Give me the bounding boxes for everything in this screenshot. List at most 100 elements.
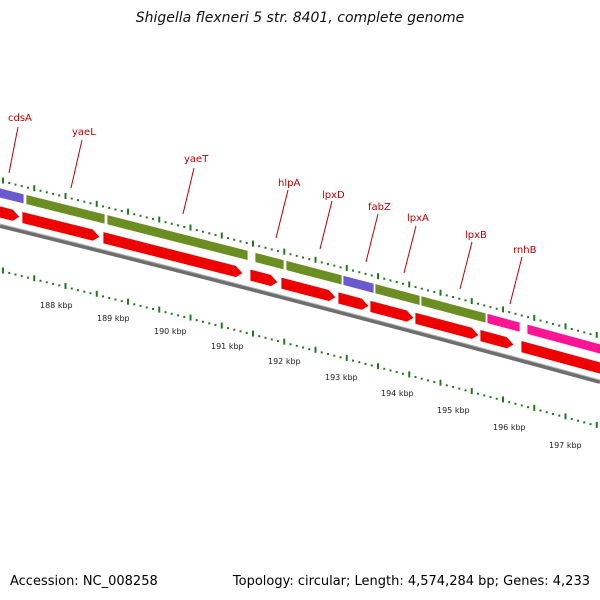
minor-tick — [358, 361, 361, 364]
minor-tick — [139, 304, 142, 307]
cog-feature — [285, 259, 343, 286]
minor-tick — [414, 376, 417, 379]
minor-tick — [114, 298, 117, 301]
minor-tick — [39, 189, 42, 192]
minor-tick — [327, 263, 329, 266]
major-tick — [189, 314, 192, 321]
gene-label: lpxA — [407, 213, 429, 224]
minor-tick — [133, 213, 136, 216]
accession-text: Accession: NC_008258 — [10, 574, 158, 589]
major-tick — [502, 396, 504, 403]
major-tick — [470, 298, 473, 305]
minor-tick — [77, 289, 79, 292]
minor-tick — [570, 418, 573, 421]
minor-tick — [27, 186, 29, 189]
minor-tick — [295, 344, 298, 347]
gene-label-group: cdsA yaeL yaeT hlpA lpxD fabZ lpxA lpxB … — [8, 113, 537, 305]
minor-tick — [433, 291, 436, 294]
cds-arrow — [337, 291, 370, 311]
minor-tick — [514, 402, 517, 405]
minor-tick — [458, 297, 461, 300]
major-tick — [314, 346, 317, 353]
kbp-label: 196 kbp — [493, 423, 526, 432]
major-tick — [95, 200, 98, 207]
major-tick — [189, 224, 192, 231]
minor-tick — [352, 269, 354, 272]
major-tick — [33, 185, 36, 192]
minor-tick — [195, 229, 198, 232]
major-tick — [564, 413, 567, 420]
cog-feature — [254, 251, 285, 271]
minor-tick — [420, 377, 423, 380]
minor-tick — [83, 290, 86, 293]
major-tick — [408, 371, 411, 378]
minor-tick — [214, 233, 217, 236]
gene-label: yaeT — [184, 154, 209, 165]
minor-tick — [495, 307, 498, 310]
cog-feature — [0, 187, 25, 205]
major-tick — [345, 354, 348, 361]
minor-tick — [539, 409, 542, 412]
minor-tick — [120, 300, 123, 303]
minor-tick — [483, 394, 486, 397]
major-tick — [595, 331, 598, 338]
minor-tick — [589, 423, 592, 426]
cds-arrow — [102, 231, 244, 278]
minor-tick — [308, 348, 311, 351]
minor-tick — [108, 296, 111, 299]
gene-label: lpxB — [465, 230, 487, 241]
minor-tick — [177, 314, 179, 317]
major-tick — [439, 379, 442, 386]
minor-tick — [164, 311, 167, 314]
minor-tick — [527, 316, 529, 319]
major-tick — [377, 363, 379, 370]
major-tick — [408, 281, 411, 288]
gene-leader-line — [403, 225, 417, 274]
cog-feature — [420, 295, 487, 324]
minor-tick — [227, 237, 229, 240]
minor-tick — [58, 284, 61, 287]
minor-tick — [333, 354, 336, 357]
major-tick — [595, 421, 598, 428]
minor-tick — [577, 419, 579, 422]
minor-tick — [39, 279, 42, 282]
major-tick — [252, 240, 254, 247]
major-tick — [564, 323, 567, 330]
kbp-label: 194 kbp — [381, 389, 414, 398]
minor-tick — [433, 381, 436, 384]
minor-tick — [558, 324, 561, 327]
major-tick — [158, 216, 161, 223]
major-tick — [95, 290, 98, 297]
gene-leader-line — [182, 167, 195, 215]
minor-tick — [464, 389, 467, 392]
minor-tick — [520, 404, 523, 407]
cds-arrow — [249, 268, 279, 287]
major-tick — [220, 322, 223, 329]
major-tick — [64, 193, 67, 200]
minor-tick — [508, 401, 511, 404]
minor-tick — [395, 281, 398, 284]
minor-tick — [183, 315, 186, 318]
minor-tick — [383, 367, 386, 370]
major-tick — [470, 388, 473, 395]
minor-tick — [477, 302, 479, 305]
major-tick — [64, 283, 67, 290]
minor-tick — [558, 414, 561, 417]
minor-tick — [233, 328, 236, 331]
minor-tick — [508, 311, 511, 314]
minor-tick — [302, 256, 304, 259]
gene-label: fabZ — [368, 202, 391, 213]
minor-tick — [58, 194, 61, 197]
minor-tick — [552, 322, 554, 325]
gene-leader-line — [275, 189, 289, 239]
major-tick — [2, 177, 4, 184]
minor-tick — [383, 277, 386, 280]
minor-tick — [239, 330, 242, 333]
minor-tick — [395, 371, 398, 374]
minor-tick — [170, 312, 173, 315]
minor-tick — [202, 320, 204, 323]
major-tick — [345, 264, 348, 271]
minor-tick — [202, 230, 204, 233]
kbp-label: 191 kbp — [211, 342, 244, 351]
